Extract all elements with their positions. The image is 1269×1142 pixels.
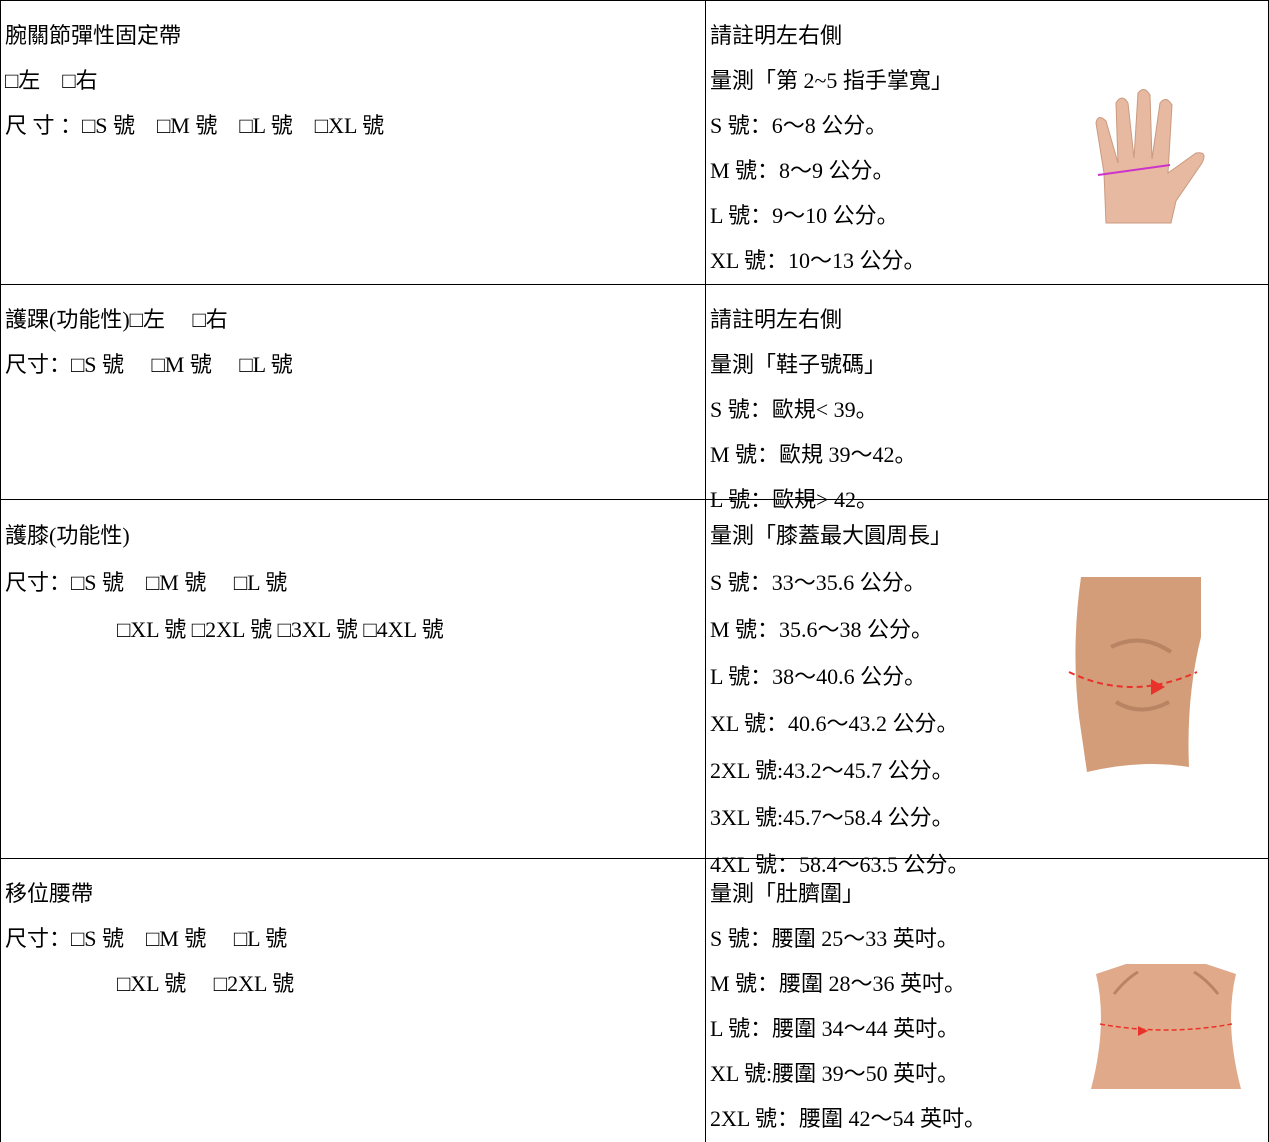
size-guide-cell: 請註明左右側 量測「鞋子號碼」 S 號：歐規< 39。 M 號：歐規 39～42… [706,285,1269,512]
size-options: □XL 號 □2XL 號 □3XL 號 □4XL 號 [117,617,444,642]
guide-line: 3XL 號:45.7～58.4 公分。 [710,805,954,830]
guide-line: 2XL 號:43.2～45.7 公分。 [710,758,954,783]
guide-line: XL 號：10～13 公分。 [710,248,926,273]
product-name: 護膝(功能性) [5,523,130,548]
table-row: 護踝(功能性)□左 □右 尺寸：□S 號 □M 號 □L 號 請註明左右側 量測… [1,285,1269,512]
table-row: 移位腰帶 尺寸：□S 號 □M 號 □L 號 □XL 號 □2XL 號 量測「肚… [1,859,1269,1142]
guide-line: 請註明左右側 [710,23,843,48]
guide-line: S 號：6～8 公分。 [710,113,888,138]
table-row: 腕關節彈性固定帶 □左 □右 尺 寸 ：□S 號 □M 號 □L 號 □XL 號… [1,1,1269,285]
guide-line: 量測「鞋子號碼」 [710,352,887,377]
guide-line: L 號：9～10 公分。 [710,203,899,228]
guide-line: L 號：38～40.6 公分。 [710,664,927,689]
product-name: 腕關節彈性固定帶 [5,23,182,48]
guide-line: M 號：歐規 39～42。 [710,442,917,467]
guide-line: 量測「第 2~5 指手掌寬」 [710,68,953,93]
guide-line: S 號：33～35.6 公分。 [710,570,926,595]
waist-image [1091,964,1241,1089]
size-options: 尺寸：□S 號 □M 號 □L 號 [5,926,288,951]
product-cell: 移位腰帶 尺寸：□S 號 □M 號 □L 號 □XL 號 □2XL 號 [1,859,706,1142]
product-cell: 護膝(功能性) 尺寸：□S 號 □M 號 □L 號 □XL 號 □2XL 號 □… [1,500,706,858]
size-options: 尺 寸 ：□S 號 □M 號 □L 號 □XL 號 [5,113,385,138]
guide-line: L 號：歐規> 42。 [710,487,879,512]
size-guide-cell: 量測「肚臍圍」 S 號：腰圍 25～33 英吋。 M 號：腰圍 28～36 英吋… [706,859,1269,1142]
guide-line: XL 號:腰圍 39～50 英吋。 [710,1061,960,1086]
size-options: 尺寸：□S 號 □M 號 □L 號 [5,570,288,595]
size-options: □XL 號 □2XL 號 [117,971,295,996]
guide-line: 4XL 號：58.4～63.5 公分。 [710,852,970,877]
guide-line: M 號：腰圍 28～36 英吋。 [710,971,967,996]
guide-line: S 號：歐規< 39。 [710,397,878,422]
hand-image [1095,89,1205,224]
guide-line: 量測「肚臍圍」 [710,881,865,906]
product-cell: 腕關節彈性固定帶 □左 □右 尺 寸 ：□S 號 □M 號 □L 號 □XL 號 [1,1,706,284]
product-name: 移位腰帶 [5,881,94,906]
guide-line: 量測「膝蓋最大圓周長」 [710,523,953,548]
guide-line: 2XL 號：腰圍 42～54 英吋。 [710,1106,987,1131]
guide-line: XL 號：40.6～43.2 公分。 [710,711,959,736]
guide-line: L 號：腰圍 34～44 英吋。 [710,1016,960,1041]
side-options: □左 □右 [5,68,98,93]
knee-image [1068,577,1201,772]
size-options: 尺寸：□S 號 □M 號 □L 號 [5,352,293,377]
product-name: 護踝(功能性)□左 □右 [5,307,228,332]
product-cell: 護踝(功能性)□左 □右 尺寸：□S 號 □M 號 □L 號 [1,285,706,499]
table-row: 護膝(功能性) 尺寸：□S 號 □M 號 □L 號 □XL 號 □2XL 號 □… [1,500,1269,877]
guide-line: S 號：腰圍 25～33 英吋。 [710,926,959,951]
guide-line: M 號：8～9 公分。 [710,158,895,183]
guide-line: 請註明左右側 [710,307,843,332]
guide-line: M 號：35.6～38 公分。 [710,617,934,642]
size-guide-cell: 請註明左右側 量測「第 2~5 指手掌寬」 S 號：6～8 公分。 M 號：8～… [706,1,1269,284]
